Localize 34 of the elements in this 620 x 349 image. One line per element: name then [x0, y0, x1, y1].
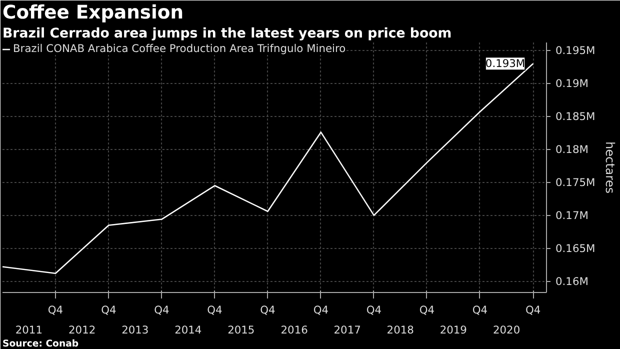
- x-tick-label: 2011: [15, 324, 43, 336]
- x-tick-label: 2013: [122, 324, 149, 336]
- x-tick-label: 2017: [334, 324, 361, 336]
- x2-tick-label: Q4: [419, 304, 435, 316]
- x2-tick-label: Q4: [526, 304, 541, 316]
- x2-tick-label: Q4: [154, 304, 170, 316]
- x-tick-label: 2012: [68, 324, 96, 336]
- y-tick-label: 0.19M: [556, 76, 588, 90]
- x-tick-label: 2020: [492, 324, 520, 336]
- y-tick-label: 0.18M: [556, 142, 588, 156]
- x2-tick-label: Q4: [472, 304, 488, 316]
- y-axis-title: hectares: [603, 142, 618, 194]
- x2-tick-label: Q4: [260, 304, 276, 316]
- y-tick-label: 0.17M: [556, 208, 588, 222]
- x2-tick-label: Q4: [313, 304, 329, 316]
- y-tick-label: 0.185M: [556, 110, 596, 123]
- x-tick-label: 2014: [174, 324, 202, 336]
- data-label: 0.193M: [485, 57, 526, 70]
- x-tick-label: 2018: [386, 324, 414, 336]
- y-tick-label: 0.165M: [556, 242, 596, 255]
- y-tick-label: 0.16M: [556, 274, 588, 288]
- x-tick-label: 2019: [440, 324, 468, 336]
- x2-tick-label: Q4: [101, 304, 116, 316]
- x2-tick-label: Q4: [48, 304, 64, 316]
- source-note: Source: Conab: [2, 338, 79, 349]
- x2-tick-label: Q4: [207, 304, 223, 316]
- x2-tick-label: Q4: [366, 304, 382, 316]
- chart-title: Coffee Expansion: [2, 2, 184, 24]
- legend-label: Brazil CONAB Arabica Coffee Production Area Trifngulo Mineiro: [13, 42, 346, 55]
- y-tick-label: 0.195M: [556, 44, 596, 57]
- chart-subtitle: Brazil Cerrado area jumps in the latest years on price boom: [2, 26, 452, 42]
- x-tick-label: 2015: [228, 324, 255, 336]
- y-tick-label: 0.175M: [556, 176, 596, 189]
- x-tick-label: 2016: [280, 324, 308, 336]
